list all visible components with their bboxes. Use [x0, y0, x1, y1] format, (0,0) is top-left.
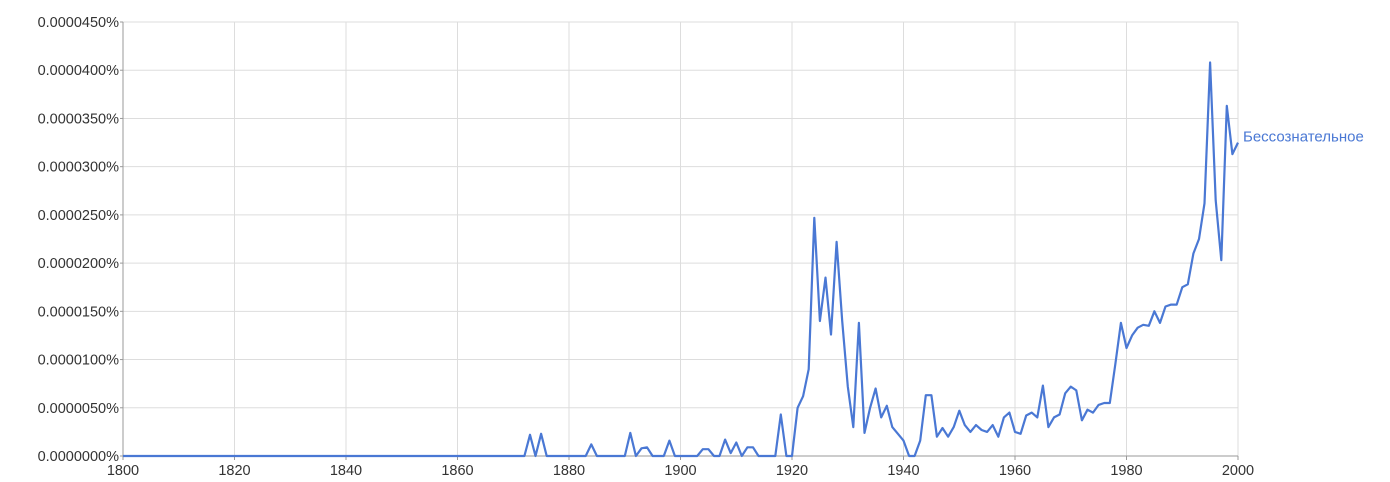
x-tick-label: 1880	[553, 463, 585, 479]
series-label[interactable]: Бессознательное	[1243, 129, 1364, 146]
y-tick-label: 0.0000200%	[38, 256, 120, 272]
x-tick-label: 1820	[218, 463, 250, 479]
y-tick-label: 0.0000100%	[38, 353, 120, 369]
x-tick-label: 2000	[1222, 463, 1254, 479]
x-tick-label: 1920	[776, 463, 808, 479]
y-tick-label: 0.0000300%	[38, 160, 120, 176]
series-line[interactable]	[123, 61, 1239, 458]
x-tick-label: 1960	[999, 463, 1031, 479]
y-tick-label: 0.0000400%	[38, 63, 120, 79]
y-tick-label: 0.0000350%	[38, 111, 120, 127]
y-tick-label: 0.0000150%	[38, 304, 120, 320]
y-tick-label: 0.0000050%	[38, 401, 120, 417]
grid-lines	[123, 21, 1239, 456]
x-tick-label: 1980	[1110, 463, 1142, 479]
y-tick-label: 0.0000000%	[38, 449, 120, 465]
x-axis-tick-labels: 1800 1820 1840 1860 1880 1900 1920 1940 1960 1980…	[107, 463, 1254, 479]
x-tick-label: 1860	[441, 463, 473, 479]
y-tick-label: 0.0000250%	[38, 208, 120, 224]
x-tick-label: 1840	[330, 463, 362, 479]
y-axis-tick-labels: 0.0000000% 0.0000050% 0.0000100% 0.0000150%…	[38, 15, 120, 465]
series-group: Бессознательное	[123, 61, 1364, 458]
x-tick-label: 1800	[107, 463, 139, 479]
y-tick-label: 0.0000450%	[38, 15, 120, 31]
x-tick-label: 1940	[887, 463, 919, 479]
x-tick-label: 1900	[664, 463, 696, 479]
axes	[120, 21, 1239, 460]
